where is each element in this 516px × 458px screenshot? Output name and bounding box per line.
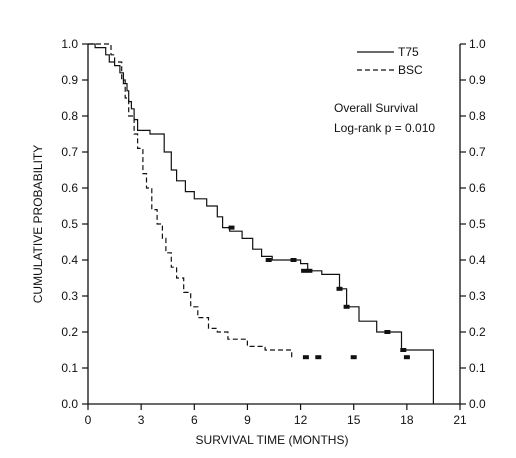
x-tick-label: 18 xyxy=(400,413,414,427)
y-tick-label-left: 0.5 xyxy=(61,217,78,231)
x-tick-label: 6 xyxy=(191,413,198,427)
censor-mark-t75 xyxy=(228,225,235,230)
censor-mark-bsc xyxy=(302,355,309,360)
censor-mark-bsc xyxy=(403,355,410,360)
censor-mark-t75 xyxy=(384,330,391,334)
annotation-log-rank: Log-rank p = 0.010 xyxy=(334,121,435,135)
censor-mark-bsc xyxy=(315,355,322,360)
censor-mark-t75 xyxy=(265,258,272,262)
legend: T75 BSC xyxy=(357,45,423,77)
legend-t75-label: T75 xyxy=(398,45,419,59)
y-tick-label-right: 0.4 xyxy=(469,253,486,267)
y-tick-label-right: 0.5 xyxy=(469,217,486,231)
annotation-overall-survival: Overall Survival xyxy=(334,101,418,115)
x-axis-title: SURVIVAL TIME (MONTHS) xyxy=(196,433,349,447)
x-tick-label: 12 xyxy=(294,413,308,427)
y-axis-title: CUMULATIVE PROBABILITY xyxy=(31,145,45,303)
y-tick-label-left: 0.7 xyxy=(61,145,78,159)
censor-mark-t75 xyxy=(306,268,313,273)
y-tick-label-right: 0.7 xyxy=(469,145,486,159)
curve-t75 xyxy=(88,43,434,404)
y-tick-label-right: 0.3 xyxy=(469,289,486,303)
censor-layer xyxy=(228,225,410,360)
x-tick-label: 15 xyxy=(347,413,361,427)
y-tick-label-left: 0.3 xyxy=(61,289,78,303)
censor-mark-t75 xyxy=(400,348,407,352)
censor-mark-t75 xyxy=(336,286,343,291)
y-tick-label-left: 0.0 xyxy=(61,397,78,411)
y-tick-label-left: 0.4 xyxy=(61,253,78,267)
y-tick-label-right: 0.0 xyxy=(469,397,486,411)
y-tick-label-left: 0.6 xyxy=(61,181,78,195)
x-tick-label: 3 xyxy=(138,413,145,427)
curves-layer xyxy=(88,43,434,404)
y-tick-label-right: 0.9 xyxy=(469,73,486,87)
y-tick-label-left: 0.9 xyxy=(61,73,78,87)
y-tick-label-right: 1.0 xyxy=(469,37,486,51)
axes-layer: 0.0 0.0 0.1 0.1 0.2 0.2 0.3 0.3 0.4 0.4 0.5 0.5 0.6 0… xyxy=(61,37,486,427)
censor-mark-t75 xyxy=(343,304,350,309)
y-tick-label-left: 0.2 xyxy=(61,325,78,339)
y-tick-label-right: 0.8 xyxy=(469,109,486,123)
censor-mark-bsc xyxy=(350,355,357,360)
x-tick-label: 0 xyxy=(85,413,92,427)
censor-mark-t75 xyxy=(301,268,308,273)
y-tick-label-right: 0.6 xyxy=(469,181,486,195)
x-tick-label: 9 xyxy=(244,413,251,427)
y-tick-label-left: 0.1 xyxy=(61,361,78,375)
x-tick-label: 21 xyxy=(453,413,467,427)
curve-bsc xyxy=(88,43,293,358)
legend-bsc-label: BSC xyxy=(398,63,423,77)
y-tick-label-right: 0.2 xyxy=(469,325,486,339)
y-tick-label-left: 0.8 xyxy=(61,109,78,123)
censor-mark-t75 xyxy=(290,258,297,262)
y-tick-label-right: 0.1 xyxy=(469,361,486,375)
y-tick-label-left: 1.0 xyxy=(61,37,78,51)
